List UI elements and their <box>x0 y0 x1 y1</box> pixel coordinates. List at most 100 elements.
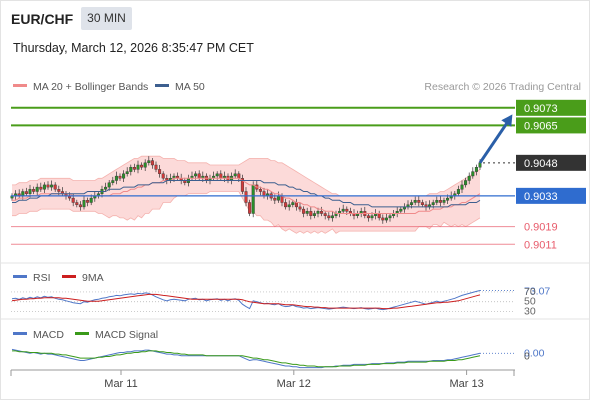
candle <box>140 164 144 168</box>
candle <box>237 173 241 179</box>
candle <box>143 162 147 168</box>
candle <box>194 173 198 177</box>
candle <box>435 200 439 203</box>
candle <box>158 169 162 174</box>
candle <box>431 202 435 205</box>
candle <box>273 197 277 201</box>
candle <box>330 215 334 219</box>
resistance-tag <box>516 117 586 134</box>
legend-label-rsi: RSI <box>33 272 51 284</box>
candle <box>341 208 345 212</box>
credit-text: Research © 2026 Trading Central <box>424 81 581 93</box>
candle <box>309 211 313 216</box>
timeframe-button[interactable]: 30 MIN <box>81 7 132 30</box>
candle <box>107 182 111 188</box>
candle <box>438 200 442 203</box>
forecast-arrow-shaft <box>478 118 511 164</box>
candle <box>377 213 381 219</box>
candle <box>50 184 54 188</box>
candle <box>104 186 108 190</box>
candle <box>291 202 295 205</box>
candle <box>240 178 244 192</box>
candle <box>32 189 36 192</box>
candle <box>467 175 471 181</box>
candle <box>132 166 136 170</box>
forecast-arrow-head <box>501 114 513 127</box>
support-label: 0.9019 <box>524 222 558 234</box>
macd-axis-label: 0.00 <box>524 348 545 360</box>
candle <box>460 184 464 190</box>
timestamp: Thursday, March 12, 2026 8:35:47 PM CET <box>13 41 254 55</box>
candle <box>57 189 61 192</box>
candle <box>78 204 82 208</box>
candle <box>442 200 446 203</box>
pivot-tag <box>516 187 586 204</box>
candle <box>258 189 262 192</box>
legend-label-ma50: MA 50 <box>175 81 205 93</box>
candle <box>446 197 450 201</box>
candle <box>89 197 93 203</box>
candle <box>316 211 320 214</box>
ma50-line <box>12 180 481 208</box>
legend-swatch-ma20 <box>13 84 27 87</box>
legend-label-macd-signal: MACD Signal <box>95 329 158 341</box>
candle <box>111 180 115 183</box>
legend-label-ma20: MA 20 + Bollinger Bands <box>33 81 148 93</box>
candle <box>456 189 460 194</box>
candle <box>86 200 90 203</box>
resistance-label: 0.9073 <box>524 103 558 115</box>
legend-swatch-macd-signal <box>75 332 89 335</box>
current-price-tag <box>516 154 586 171</box>
candle <box>71 197 75 203</box>
legend-swatch-9ma <box>62 275 76 278</box>
candle <box>294 202 298 208</box>
resistance-label: 0.9065 <box>524 120 558 132</box>
candle <box>39 186 43 190</box>
candle <box>471 171 475 177</box>
candle <box>75 202 79 205</box>
rsi-axis-label: 73.07 <box>524 285 550 297</box>
candle <box>370 215 374 219</box>
current-price-label: 0.9048 <box>524 158 558 170</box>
candle <box>276 195 280 201</box>
candle <box>21 191 25 197</box>
candle <box>413 200 417 203</box>
rsi-axis-label: 50 <box>524 296 536 308</box>
candle <box>82 200 86 208</box>
candle <box>417 200 421 203</box>
candle <box>129 166 133 172</box>
candle <box>248 202 252 214</box>
candle <box>474 166 478 172</box>
candle <box>381 217 385 221</box>
candle <box>122 173 126 179</box>
candle <box>35 186 39 192</box>
macd-axis-label: 0 <box>524 351 530 363</box>
candle <box>345 208 349 212</box>
candle <box>464 180 468 186</box>
candle <box>478 162 482 168</box>
candle <box>53 184 57 190</box>
candle <box>125 171 129 175</box>
candle <box>302 208 306 214</box>
x-axis: Mar 11 Mar 12 Mar 13 <box>10 370 515 390</box>
rsi-ma-line <box>11 293 481 310</box>
macd-plot: 0.000 <box>11 348 545 369</box>
pivot-label: 0.9033 <box>524 191 558 203</box>
candle <box>251 184 255 214</box>
candle <box>320 211 324 214</box>
x-axis-label: Mar 13 <box>449 378 483 390</box>
candle <box>366 215 370 219</box>
macd-signal-line <box>12 350 481 368</box>
candle <box>244 191 248 203</box>
x-axis-label: Mar 12 <box>277 378 311 390</box>
candle <box>28 189 32 194</box>
resistance-tag <box>516 99 586 116</box>
legend-swatch-rsi <box>13 275 27 278</box>
legend-swatch-ma50 <box>155 84 169 87</box>
legend-label-macd: MACD <box>33 329 64 341</box>
candle <box>118 175 122 179</box>
candle <box>410 202 414 205</box>
